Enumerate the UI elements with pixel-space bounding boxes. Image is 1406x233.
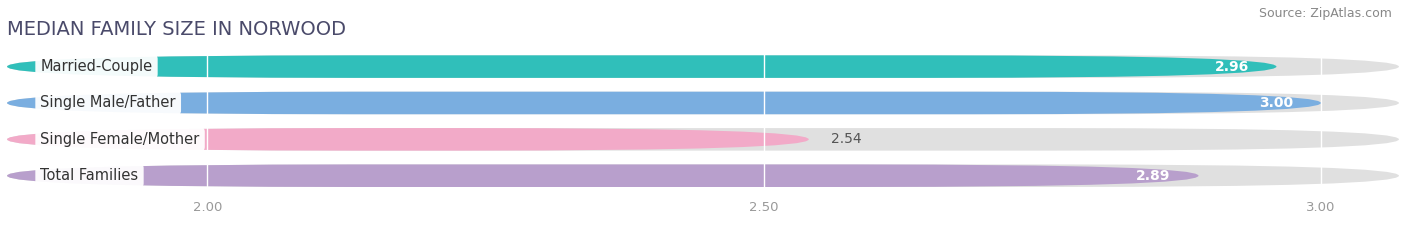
Text: Single Male/Father: Single Male/Father [41, 96, 176, 110]
FancyBboxPatch shape [7, 55, 1399, 78]
FancyBboxPatch shape [7, 164, 1198, 187]
Text: 2.89: 2.89 [1136, 169, 1171, 183]
Text: 2.54: 2.54 [831, 132, 862, 146]
Text: Source: ZipAtlas.com: Source: ZipAtlas.com [1258, 7, 1392, 20]
FancyBboxPatch shape [7, 164, 1399, 187]
Text: 3.00: 3.00 [1258, 96, 1294, 110]
FancyBboxPatch shape [7, 92, 1322, 114]
Text: Married-Couple: Married-Couple [41, 59, 153, 74]
Text: Total Families: Total Families [41, 168, 139, 183]
Text: 2.96: 2.96 [1215, 60, 1249, 74]
FancyBboxPatch shape [7, 92, 1399, 114]
FancyBboxPatch shape [7, 55, 1277, 78]
FancyBboxPatch shape [7, 128, 1399, 151]
Text: MEDIAN FAMILY SIZE IN NORWOOD: MEDIAN FAMILY SIZE IN NORWOOD [7, 21, 346, 39]
FancyBboxPatch shape [7, 128, 808, 151]
Text: Single Female/Mother: Single Female/Mother [41, 132, 200, 147]
